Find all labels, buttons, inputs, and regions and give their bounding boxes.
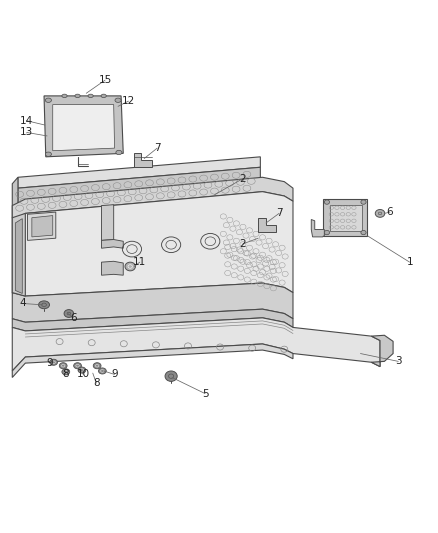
Ellipse shape — [125, 262, 135, 271]
Text: 10: 10 — [77, 369, 90, 379]
Ellipse shape — [78, 367, 86, 373]
Polygon shape — [28, 212, 56, 240]
Polygon shape — [53, 104, 115, 151]
Ellipse shape — [165, 371, 177, 382]
Polygon shape — [102, 239, 123, 248]
Text: 11: 11 — [133, 257, 146, 267]
Polygon shape — [102, 261, 123, 275]
Text: 5: 5 — [202, 389, 208, 399]
Ellipse shape — [361, 200, 366, 204]
Ellipse shape — [101, 94, 106, 98]
Polygon shape — [18, 189, 260, 215]
Text: 4: 4 — [19, 298, 25, 309]
Ellipse shape — [46, 98, 51, 102]
Ellipse shape — [324, 200, 329, 204]
Ellipse shape — [49, 359, 57, 365]
Text: 2: 2 — [240, 174, 246, 183]
Polygon shape — [102, 205, 114, 240]
Text: 15: 15 — [99, 75, 112, 85]
Polygon shape — [12, 192, 293, 301]
Ellipse shape — [74, 362, 81, 369]
Polygon shape — [32, 215, 53, 237]
Polygon shape — [15, 219, 22, 294]
Polygon shape — [12, 177, 18, 218]
Text: 6: 6 — [387, 207, 393, 217]
Ellipse shape — [39, 301, 49, 309]
Polygon shape — [311, 220, 324, 237]
Text: 9: 9 — [111, 369, 118, 379]
Polygon shape — [18, 157, 260, 188]
Polygon shape — [12, 344, 293, 377]
Polygon shape — [323, 199, 367, 236]
Polygon shape — [12, 213, 25, 296]
Ellipse shape — [116, 150, 122, 155]
Polygon shape — [371, 335, 393, 367]
Ellipse shape — [375, 209, 385, 217]
Text: 1: 1 — [406, 257, 413, 267]
Ellipse shape — [75, 94, 80, 98]
Ellipse shape — [324, 230, 329, 235]
Polygon shape — [12, 283, 293, 322]
Polygon shape — [12, 309, 293, 331]
Text: 9: 9 — [47, 358, 53, 368]
Text: 3: 3 — [395, 357, 402, 366]
Text: 14: 14 — [20, 116, 33, 126]
Polygon shape — [44, 96, 123, 157]
Text: 8: 8 — [63, 369, 69, 379]
Text: 7: 7 — [276, 208, 283, 219]
Ellipse shape — [64, 310, 74, 318]
Text: 8: 8 — [93, 378, 99, 388]
Polygon shape — [258, 218, 276, 232]
Ellipse shape — [88, 94, 93, 98]
Polygon shape — [12, 177, 293, 221]
Polygon shape — [330, 205, 362, 231]
Text: 7: 7 — [154, 143, 160, 153]
Text: 12: 12 — [122, 96, 135, 106]
Text: 2: 2 — [240, 239, 246, 249]
Text: 6: 6 — [70, 313, 77, 323]
Ellipse shape — [46, 152, 51, 156]
Ellipse shape — [62, 369, 70, 375]
Ellipse shape — [361, 230, 366, 235]
Ellipse shape — [115, 98, 121, 102]
Ellipse shape — [99, 368, 106, 374]
Ellipse shape — [93, 362, 101, 369]
Text: 13: 13 — [20, 127, 33, 138]
Ellipse shape — [62, 94, 67, 98]
Polygon shape — [18, 167, 260, 210]
Ellipse shape — [59, 362, 67, 369]
Polygon shape — [134, 154, 152, 167]
Polygon shape — [12, 318, 380, 371]
